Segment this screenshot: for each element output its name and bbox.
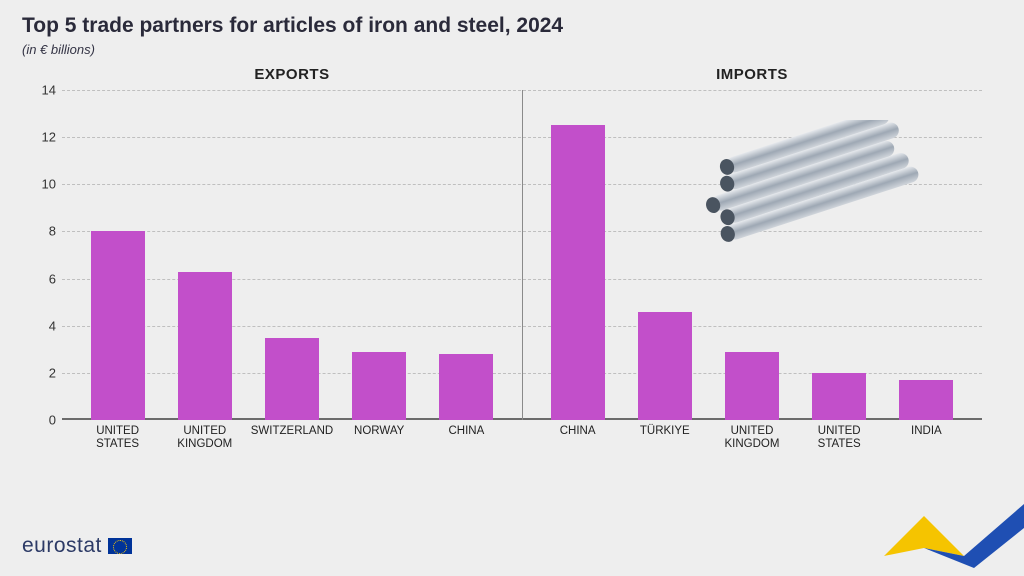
bar <box>91 231 145 420</box>
bar <box>178 272 232 421</box>
x-tick-label: INDIA <box>883 425 970 438</box>
eurostat-logo-text: eurostat <box>22 534 102 558</box>
y-tick-label: 12 <box>22 130 56 145</box>
x-tick-label: UNITEDSTATES <box>74 425 161 451</box>
x-tick-label: SWITZERLAND <box>248 425 335 438</box>
y-tick-label: 6 <box>22 271 56 286</box>
y-tick-label: 2 <box>22 365 56 380</box>
chart-title: Top 5 trade partners for articles of iro… <box>22 14 563 38</box>
y-tick-label: 0 <box>22 413 56 428</box>
bar <box>265 338 319 421</box>
page: Top 5 trade partners for articles of iro… <box>0 0 1024 576</box>
bar <box>439 354 493 420</box>
bar <box>638 312 692 420</box>
x-tick-label: CHINA <box>423 425 510 438</box>
bar <box>551 125 605 420</box>
x-tick-label: UNITEDKINGDOM <box>708 425 795 451</box>
chart-subtitle: (in € billions) <box>22 42 95 57</box>
x-tick-label: UNITEDSTATES <box>796 425 883 451</box>
y-tick-label: 4 <box>22 318 56 333</box>
steel-pipes-icon <box>702 120 932 250</box>
x-tick-label: NORWAY <box>336 425 423 438</box>
bar <box>352 352 406 420</box>
corner-chevron-icon <box>864 496 1024 576</box>
x-tick-label: CHINA <box>534 425 621 438</box>
eu-flag-icon <box>108 538 132 554</box>
panel-divider <box>522 90 523 420</box>
y-tick-label: 10 <box>22 177 56 192</box>
bar <box>899 380 953 420</box>
x-tick-label: TÜRKIYE <box>621 425 708 438</box>
bar <box>812 373 866 420</box>
y-tick-label: 8 <box>22 224 56 239</box>
x-tick-label: UNITEDKINGDOM <box>161 425 248 451</box>
bar <box>725 352 779 420</box>
panel-heading-exports: EXPORTS <box>62 66 522 83</box>
chart-area: 0 2 4 6 8 10 12 14 EXPORTS IMPORTS UNITEDSTATES… <box>22 60 1002 470</box>
y-tick-label: 14 <box>22 83 56 98</box>
eurostat-logo: eurostat <box>22 534 132 558</box>
panel-heading-imports: IMPORTS <box>522 66 982 83</box>
